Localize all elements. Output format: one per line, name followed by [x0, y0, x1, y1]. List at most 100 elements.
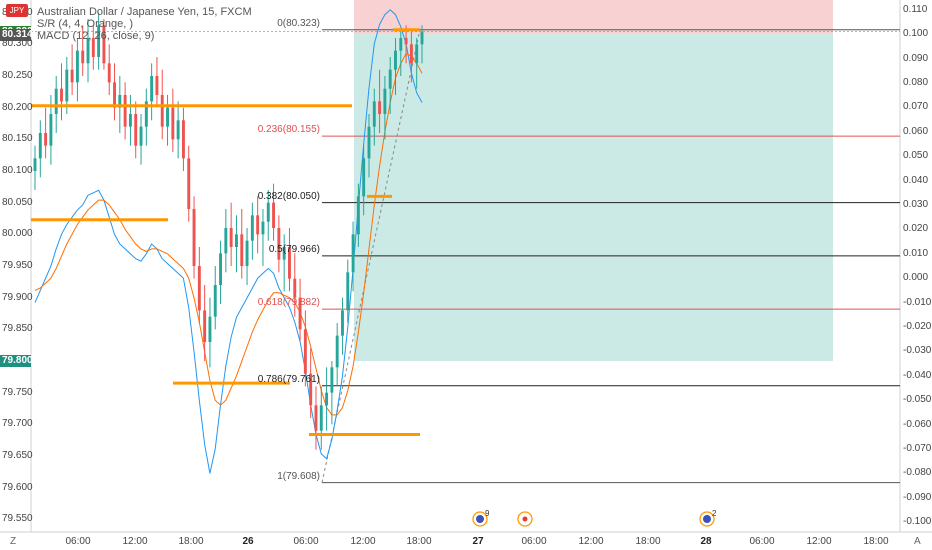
macd-tick-label: -0.050	[903, 394, 932, 406]
candle-body	[372, 101, 376, 127]
candle-body	[155, 76, 159, 95]
economic-event-icon[interactable]: 2	[699, 509, 717, 527]
candle-body	[102, 25, 106, 64]
candle-body	[351, 234, 355, 273]
price-tick-label: 79.900	[2, 291, 33, 303]
candle-body	[86, 38, 90, 64]
candle-body	[250, 215, 254, 241]
price-tick-label: 80.200	[2, 101, 33, 113]
candle-body	[197, 266, 201, 311]
candle-body	[303, 329, 307, 374]
candle-body	[272, 202, 276, 228]
candle-body	[33, 158, 37, 171]
candle-body	[176, 120, 180, 140]
time-tick-label: 06:00	[521, 536, 547, 547]
candle-body	[113, 82, 116, 108]
price-tick-label: 80.150	[2, 133, 33, 145]
time-tick-label: 06:00	[65, 536, 91, 547]
candle-body	[160, 95, 164, 127]
candle-body	[383, 88, 387, 114]
price-tick-label: 79.550	[2, 513, 33, 525]
macd-tick-label: 0.090	[903, 52, 929, 64]
price-marker-badge: 79.800	[0, 355, 33, 367]
macd-tick-label: -0.070	[903, 443, 932, 455]
time-tick-label: 06:00	[749, 536, 775, 547]
time-tick-label: 18:00	[635, 536, 661, 547]
time-tick-label: 06:00	[293, 536, 319, 547]
macd-tick-label: 0.100	[903, 28, 929, 40]
candle-body	[213, 285, 217, 317]
price-tick-label: 79.600	[2, 481, 33, 493]
candle-body	[293, 278, 297, 298]
candle-body	[219, 253, 223, 285]
time-tick-label: 27	[472, 536, 484, 547]
macd-tick-label: 0.050	[903, 150, 929, 162]
event-count: 2	[712, 509, 717, 518]
symbol-title[interactable]: Australian Dollar / Japanese Yen, 15, FX…	[37, 6, 252, 18]
candle-body	[234, 234, 238, 247]
currency-flag-icon: JPY	[6, 4, 28, 17]
signal-line	[34, 53, 423, 416]
candle-body	[240, 234, 244, 266]
candle-body	[203, 310, 207, 342]
auto-scale-button[interactable]: A	[914, 536, 921, 547]
time-tick-label: 12:00	[578, 536, 604, 547]
economic-event-icon[interactable]	[517, 511, 533, 527]
candle-body	[399, 38, 403, 51]
candle-body	[54, 88, 58, 114]
candle-body	[70, 69, 74, 83]
price-tick-label: 80.100	[2, 165, 33, 176]
take-profit-zone	[354, 34, 833, 361]
candle-body	[394, 50, 397, 70]
candle-body	[277, 228, 281, 260]
time-tick-label: 18:00	[863, 536, 889, 547]
candle-body	[139, 126, 143, 146]
candle-body	[49, 114, 53, 146]
candle-body	[229, 228, 233, 247]
candle-body	[409, 44, 413, 64]
sr-indicator-label[interactable]: S/R (4, 4, Orange, )	[37, 18, 133, 30]
fib-level-label: 0(80.323)	[277, 17, 320, 29]
candle-body	[208, 316, 212, 342]
candle-body	[266, 202, 270, 222]
fib-level-label: 1(79.608)	[277, 470, 320, 482]
price-tick-label: 79.650	[2, 450, 33, 461]
indicator-legend: Australian Dollar / Japanese Yen, 15, FX…	[37, 6, 252, 42]
time-tick-label: 12:00	[122, 536, 148, 547]
fib-level-label: 0.618(79.882)	[257, 297, 320, 309]
macd-tick-label: -0.080	[903, 467, 932, 479]
macd-tick-label: -0.100	[903, 516, 932, 528]
fib-level-label: 0.382(80.050)	[257, 190, 320, 202]
candle-body	[181, 120, 185, 159]
candle-body	[134, 114, 138, 146]
fib-trend-line	[321, 29, 421, 483]
macd-tick-label: 0.020	[903, 223, 929, 235]
macd-tick-label: -0.030	[903, 345, 932, 357]
candle-body	[335, 335, 339, 368]
candle-body	[187, 158, 191, 209]
candle-body	[309, 373, 313, 406]
time-tick-label: 12:00	[350, 536, 376, 547]
macd-tick-label: 0.080	[903, 76, 929, 88]
event-count: 9	[485, 509, 490, 518]
candle-body	[224, 228, 228, 254]
price-tick-label: 79.700	[2, 418, 33, 430]
price-marker-badge: 80.314	[0, 29, 33, 42]
economic-event-icon[interactable]: 9	[472, 509, 490, 527]
candle-body	[75, 50, 79, 83]
macd-indicator-label[interactable]: MACD (12, 26, close, 9)	[37, 30, 155, 42]
macd-tick-label: -0.020	[903, 321, 932, 332]
macd-tick-label: 0.030	[903, 198, 929, 210]
time-tick-label: 12:00	[806, 536, 832, 547]
macd-tick-label: -0.090	[903, 491, 932, 503]
timezone-button[interactable]: Z	[10, 536, 17, 547]
macd-tick-label: -0.040	[903, 369, 932, 381]
candle-body	[362, 158, 366, 197]
macd-tick-label: 0.040	[903, 174, 929, 186]
fib-level-label: 0.5(79.966)	[268, 243, 320, 255]
price-tick-label: 80.250	[2, 70, 33, 81]
candle-body	[81, 50, 85, 64]
candle-body	[245, 240, 249, 266]
